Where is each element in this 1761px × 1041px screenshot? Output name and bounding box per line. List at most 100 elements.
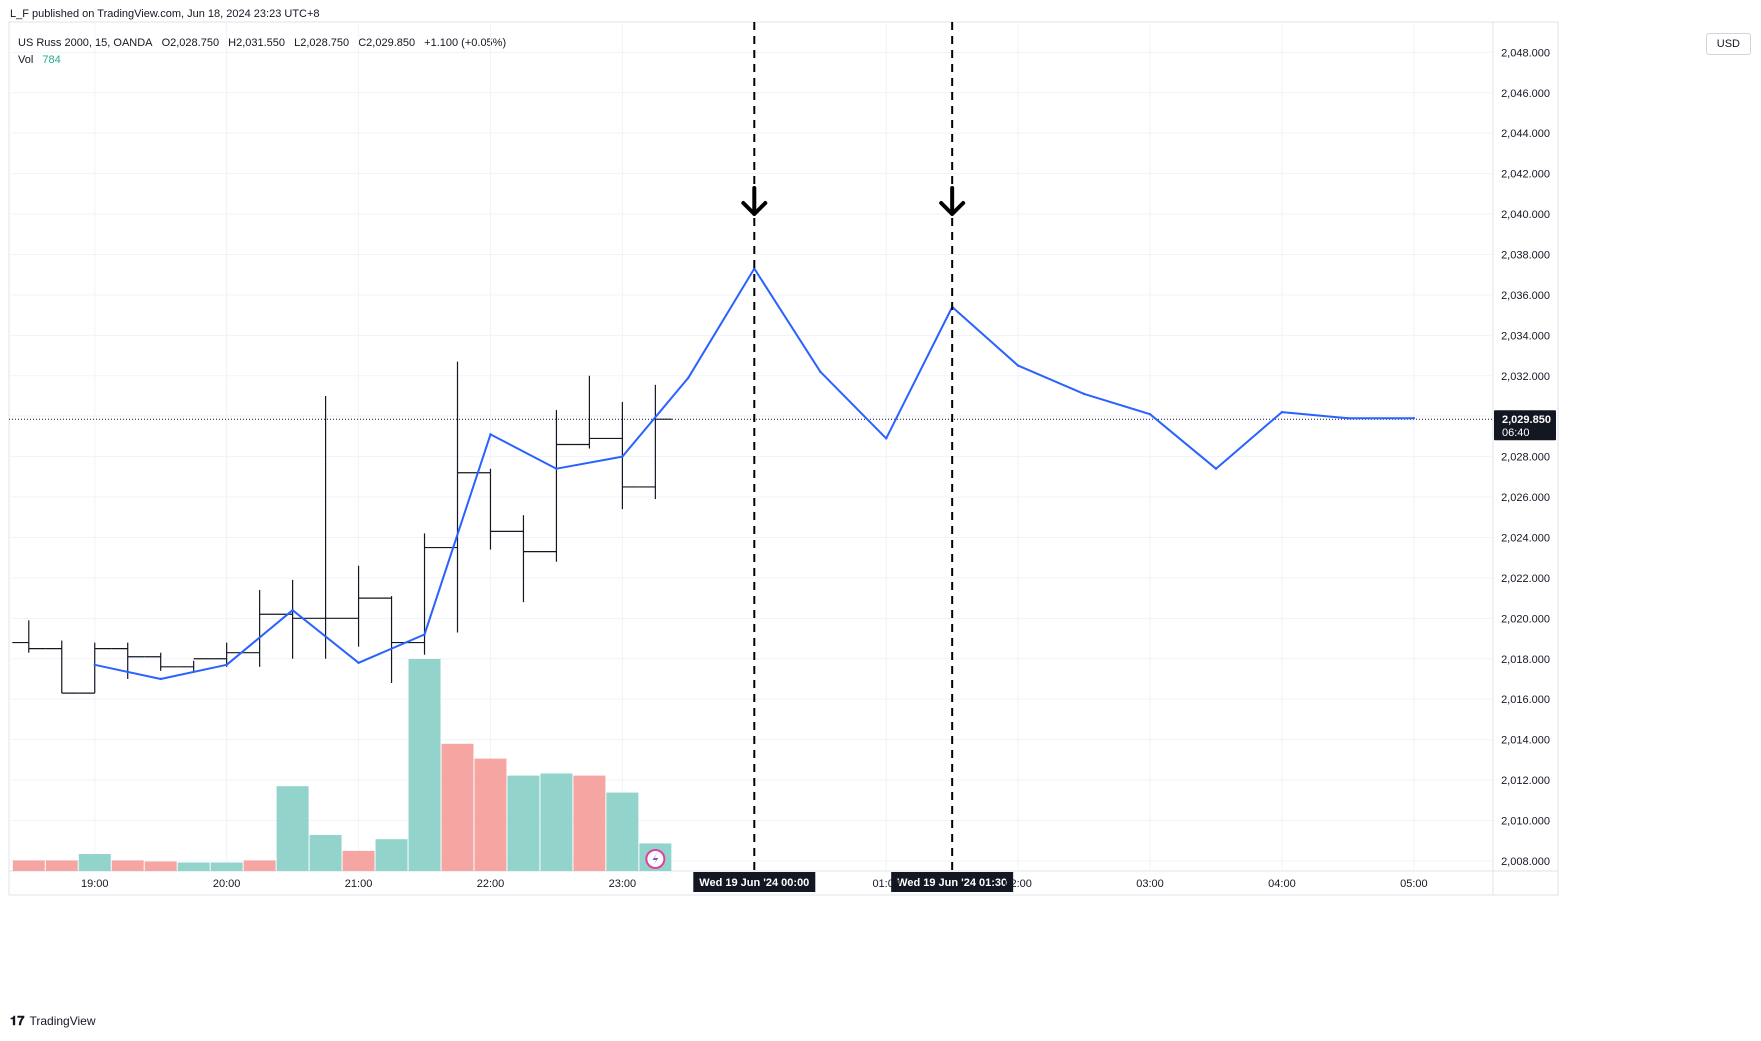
legend-open: O2,028.750 [161, 37, 220, 49]
ohlc-bar [375, 596, 409, 684]
volume-bar [441, 743, 474, 871]
projection-point [159, 677, 162, 681]
price-tag-countdown: 06:40 [1502, 427, 1530, 439]
price-tag-background [1494, 410, 1556, 441]
price-tick-label: 2,012.000 [1501, 775, 1550, 787]
grid [8, 21, 1559, 896]
projection-point [1346, 417, 1350, 420]
ohlc-bar [408, 533, 442, 655]
ohlc-bar [177, 658, 211, 673]
legend-ohlc-row: US Russ 2000, 15, OANDA O2,028.750 H2,03… [18, 35, 512, 52]
volume-bar [507, 775, 540, 871]
time-tick-label: 22:00 [477, 878, 505, 890]
projection-point [753, 267, 756, 270]
volume-bar [210, 862, 243, 871]
legend-high: H2,031.550 [228, 37, 286, 49]
volume-value: 784 [42, 54, 61, 66]
price-tick-label: 2,046.000 [1501, 88, 1550, 100]
price-tick-label: 2,042.000 [1501, 169, 1550, 181]
projection-line [93, 267, 1416, 681]
volume-bar [309, 834, 342, 871]
ohlc-bar [473, 468, 507, 550]
time-tick-label: 01:00 [872, 878, 900, 890]
price-tick-label: 2,022.000 [1501, 573, 1550, 585]
legend-change: +1.100 (+0.05%) [424, 37, 507, 49]
time-tick-label: 20:00 [213, 878, 241, 890]
ohlc-bar [45, 640, 79, 694]
time-tick-label: 21:00 [345, 878, 373, 890]
price-tag-value: 2,029.850 [1502, 414, 1551, 426]
time-tick-label: 19:00 [81, 878, 109, 890]
projection-point [1148, 412, 1152, 416]
price-tick-label: 2,048.000 [1501, 47, 1550, 59]
price-tick-label: 2,028.000 [1501, 452, 1550, 464]
time-markers: Wed 19 Jun '24 00:00 Wed 19 Jun '24 01:30 [693, 22, 1014, 892]
price-tick-label: 2,036.000 [1501, 290, 1550, 302]
volume-label[interactable]: Vol [18, 54, 34, 66]
price-tick-label: 2,038.000 [1501, 249, 1550, 261]
time-tag-label: Wed 19 Jun '24 01:30 [897, 877, 1007, 889]
price-tick-label: 2,024.000 [1501, 532, 1550, 544]
projection-point [225, 663, 228, 667]
legend-volume-row: Vol 784 [18, 52, 512, 69]
time-axis[interactable]: 19:00 20:00 21:00 22:00 23:00 01:00 02:00 03:00… [81, 878, 1428, 890]
projection-point [687, 376, 690, 379]
volume-bar [177, 862, 210, 871]
ohlc-bar [441, 361, 474, 633]
price-tick-label: 2,018.000 [1501, 654, 1550, 666]
volume-bar [573, 775, 606, 871]
price-tick-label: 2,040.000 [1501, 209, 1550, 221]
publish-info: L_F published on TradingView.com, Jun 18… [10, 8, 320, 20]
lightning-icon [652, 853, 659, 865]
volume-bar [375, 839, 408, 871]
ohlc-bar [572, 375, 606, 449]
projection-point [1016, 364, 1020, 367]
ohlc-bar [12, 620, 46, 653]
price-axis[interactable]: 2,048.000 2,046.000 2,044.000 2,042.000 2,04… [1494, 47, 1556, 868]
projection-point [819, 370, 822, 373]
flash-badge[interactable] [645, 849, 666, 869]
volume-bar [474, 758, 507, 871]
ohlc-bar [243, 590, 277, 667]
projection-point [423, 633, 426, 636]
volume-bar [12, 860, 45, 871]
price-tick-label: 2,010.000 [1501, 815, 1550, 827]
price-tick-label: 2,014.000 [1501, 735, 1550, 747]
time-tag-label: Wed 19 Jun '24 00:00 [699, 877, 809, 889]
ohlc-bar [309, 395, 343, 659]
volume-bar [45, 860, 78, 871]
volume-histogram [12, 659, 672, 871]
time-tick-label: 05:00 [1400, 878, 1428, 890]
down-arrow-icon [741, 186, 768, 216]
projection-point [621, 455, 624, 458]
currency-button[interactable]: USD [1705, 33, 1751, 55]
time-tag-background [891, 872, 1014, 892]
volume-bar [144, 861, 177, 871]
projection-point [1280, 410, 1284, 414]
time-tick-label: 03:00 [1136, 878, 1164, 890]
projection-point [93, 663, 96, 667]
ohlc-bar [539, 410, 573, 562]
time-tick-label: 23:00 [609, 878, 637, 890]
projection-point [291, 609, 294, 612]
projection-point [357, 661, 360, 664]
legend-close: C2,029.850 [358, 37, 416, 49]
time-tag-background [693, 872, 816, 892]
ohlc-bar [506, 515, 540, 603]
price-tick-label: 2,020.000 [1501, 613, 1550, 625]
price-tick-label: 2,044.000 [1501, 128, 1550, 140]
volume-bar [540, 773, 573, 871]
volume-bar [243, 860, 276, 871]
footer-brand[interactable]: 𝟏𝟕 TradingView [10, 1013, 96, 1029]
time-tick-label: 02:00 [1004, 878, 1032, 890]
down-arrow-icon [939, 186, 966, 216]
legend-low: L2,028.750 [294, 37, 350, 49]
volume-bar [342, 850, 375, 871]
chart-frame [8, 21, 1559, 896]
projection-point [1214, 467, 1218, 470]
price-tick-label: 2,008.000 [1501, 856, 1550, 868]
projection-point [885, 437, 888, 440]
volume-bar [606, 792, 639, 871]
legend-symbol[interactable]: US Russ 2000, 15, OANDA [18, 37, 153, 49]
